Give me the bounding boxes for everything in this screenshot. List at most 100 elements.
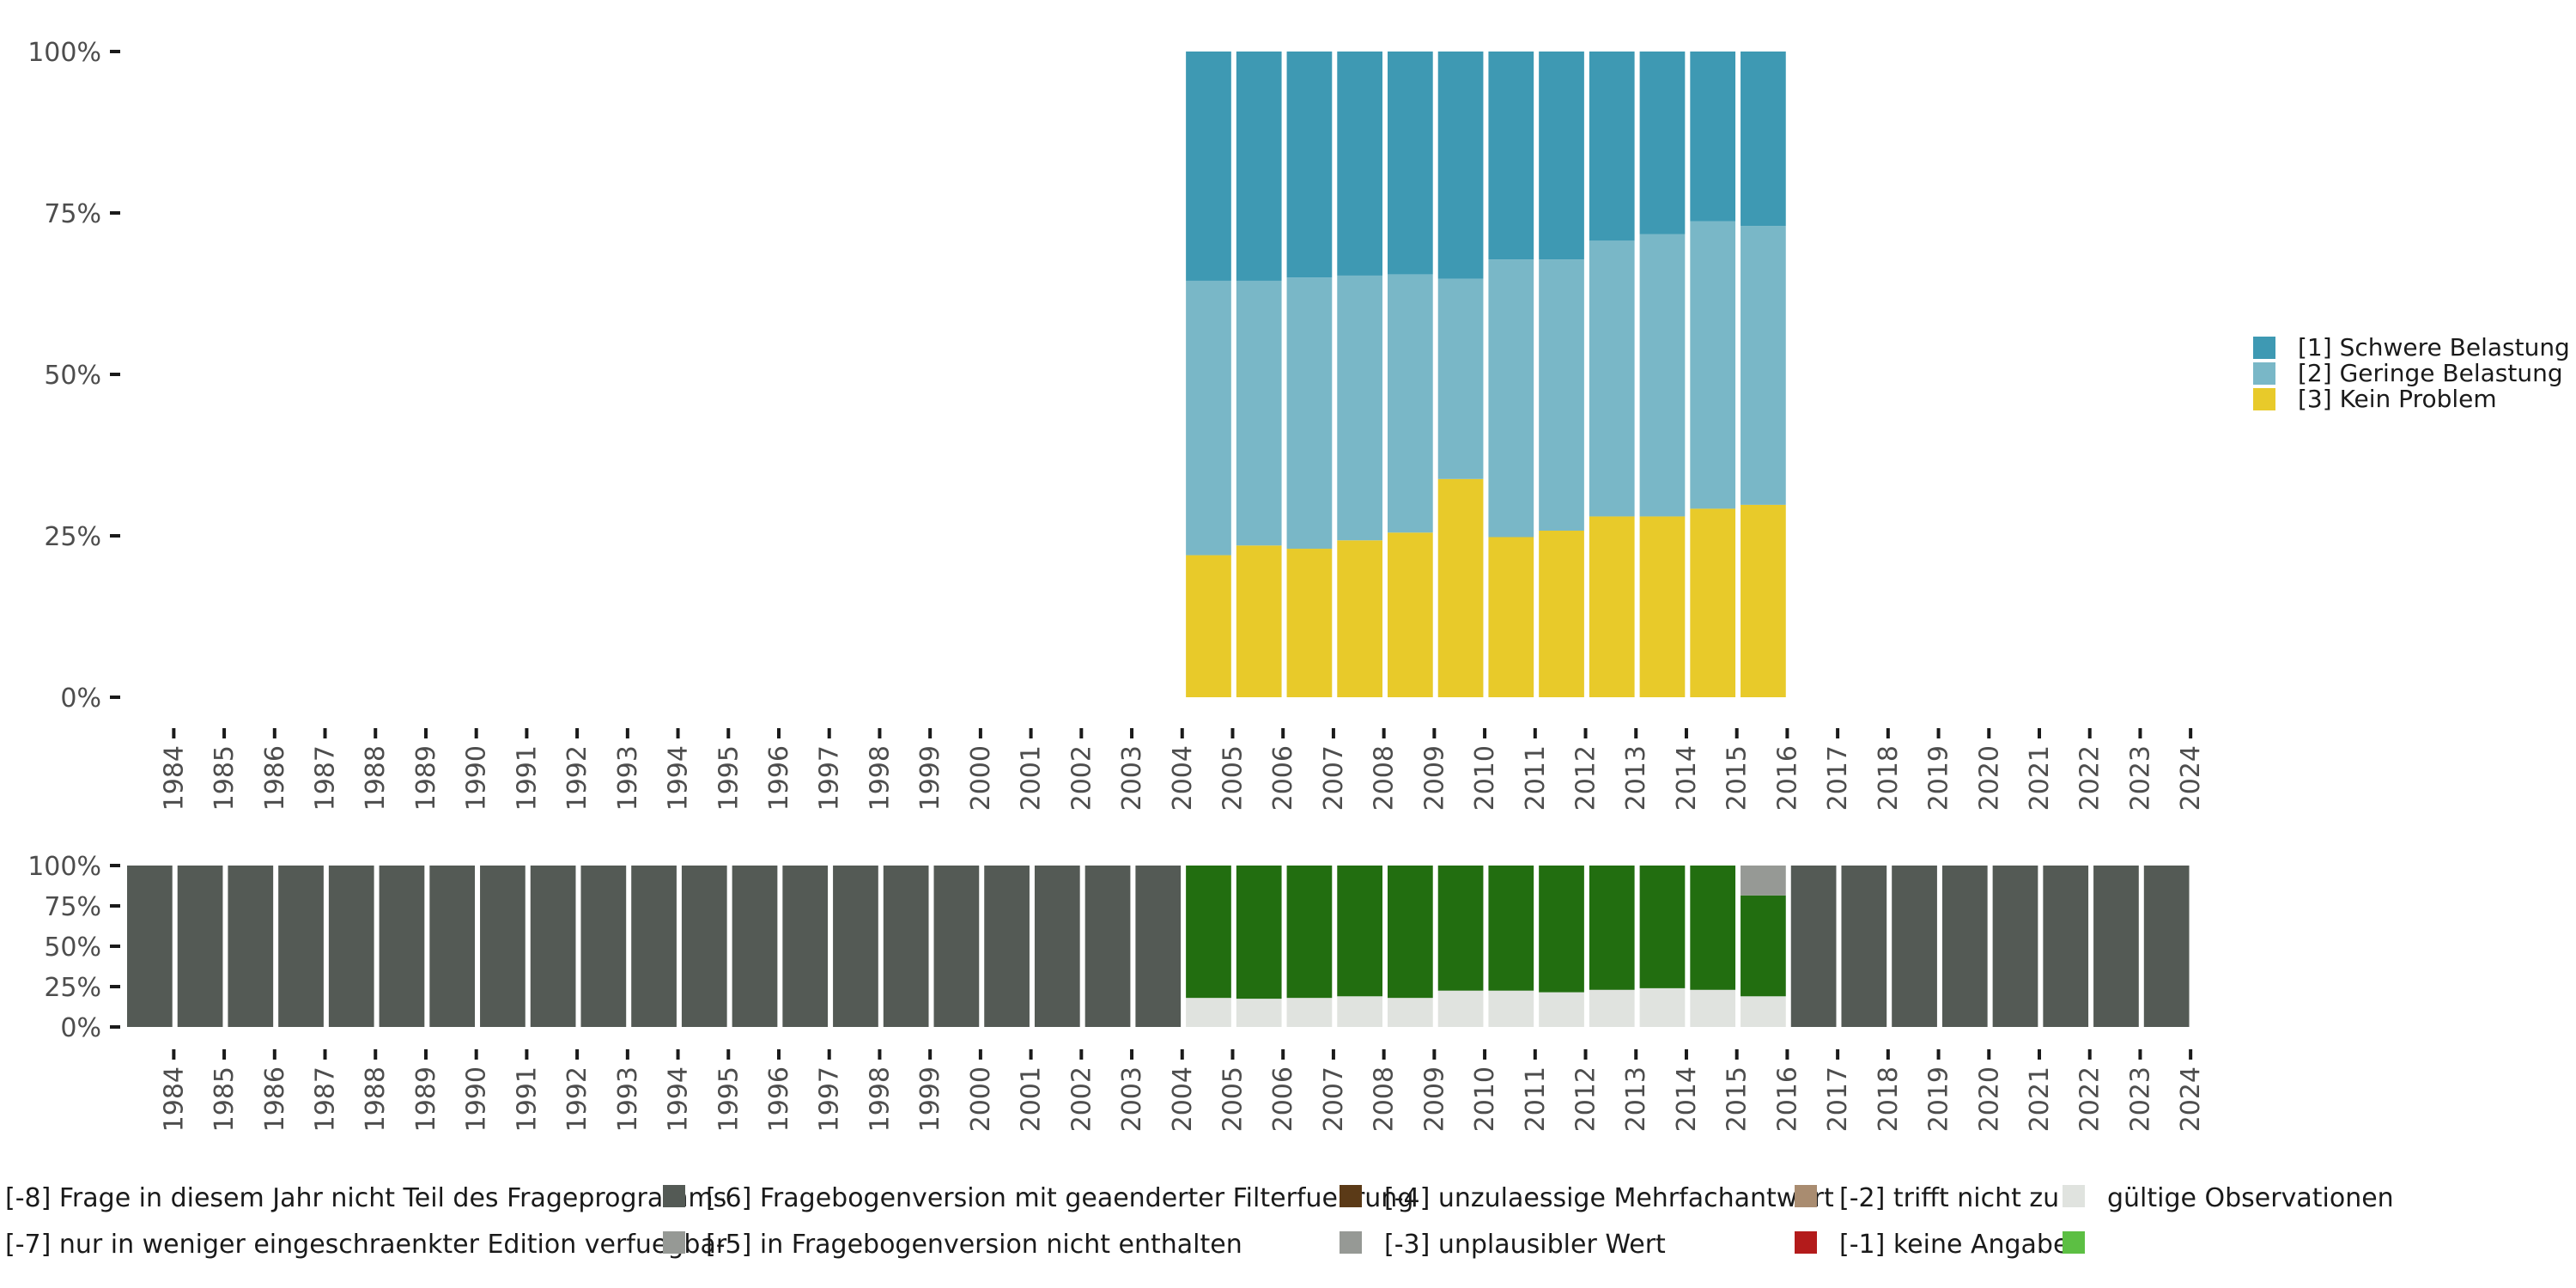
x-tick-label: 2023: [2125, 1066, 2155, 1132]
x-tick-label: 1987: [311, 745, 341, 811]
bar-segment: [1437, 278, 1484, 479]
bar-segment: [1337, 275, 1382, 541]
x-tick-label: 1996: [764, 745, 794, 811]
x-tick-label: 2017: [1823, 745, 1853, 811]
x-tick-label: 1990: [462, 745, 492, 811]
x-tick-label: 1994: [664, 1066, 694, 1132]
bar-segment: [1388, 866, 1433, 999]
legend-swatch: [663, 1185, 685, 1207]
bar-segment: [429, 866, 476, 1027]
x-tick-label: 1991: [512, 745, 542, 811]
bar-segment: [1639, 987, 1686, 1027]
bar-segment: [1992, 866, 2038, 1027]
bar-segment: [984, 866, 1030, 1027]
x-tick-label: 2012: [1571, 745, 1601, 811]
x-tick-label: 1994: [664, 745, 694, 811]
x-tick-label: 1992: [562, 1066, 592, 1132]
bar-segment: [1690, 221, 1736, 509]
bar-segment: [1388, 532, 1433, 697]
x-tick-label: 2005: [1218, 745, 1248, 811]
bar-segment: [530, 866, 576, 1027]
x-tick-label: 2015: [1722, 1066, 1753, 1132]
x-tick-label: 2003: [1117, 745, 1147, 811]
bar-segment: [1741, 504, 1786, 697]
y-tick-label: 0%: [60, 683, 101, 714]
bar-segment: [1941, 866, 1988, 1027]
legend-label: [1] Schwere Belastung: [2298, 333, 2570, 361]
bar-segment: [1337, 866, 1382, 997]
x-tick-label: 1988: [361, 1066, 391, 1132]
x-tick-label: 2019: [1924, 745, 1954, 811]
bar-segment: [1236, 999, 1282, 1027]
bar-segment: [1084, 866, 1131, 1027]
legend-label: [-8] Frage in diesem Jahr nicht Teil des…: [5, 1183, 726, 1213]
bar-segment: [1589, 989, 1635, 1027]
bar-segment: [328, 866, 374, 1027]
bar-segment: [1186, 555, 1231, 697]
x-tick-label: 2008: [1370, 745, 1400, 811]
bar-segment: [1437, 478, 1484, 697]
x-tick-label: 2005: [1218, 1066, 1248, 1132]
bar-segment: [1488, 990, 1534, 1027]
x-tick-label: 2011: [1521, 745, 1551, 811]
bar-segment: [1539, 52, 1584, 260]
bar-segment: [127, 866, 173, 1027]
y-tick-label: 0%: [60, 1013, 101, 1043]
x-tick-label: 2017: [1823, 1066, 1853, 1132]
bar-segment: [1741, 866, 1786, 896]
legend-swatch: [1795, 1231, 1817, 1254]
x-tick-label: 1986: [260, 1066, 290, 1132]
bar-segment: [833, 866, 878, 1027]
x-tick-label: 1987: [311, 1066, 341, 1132]
x-tick-label: 1990: [462, 1066, 492, 1132]
bar-segment: [1186, 280, 1231, 556]
legend-swatch: [663, 1231, 685, 1254]
y-tick-label: 25%: [44, 522, 101, 552]
x-tick-label: 2007: [1319, 745, 1349, 811]
bar-segment: [379, 866, 425, 1027]
x-tick-label: 2006: [1268, 745, 1298, 811]
x-tick-label: 1985: [210, 1066, 240, 1132]
bar-segment: [1286, 277, 1333, 550]
x-tick-label: 2014: [1672, 745, 1702, 811]
bar-segment: [278, 866, 324, 1027]
legend-swatch: [1795, 1185, 1817, 1207]
x-tick-label: 1997: [815, 1066, 845, 1132]
legend-swatch: [1340, 1231, 1362, 1254]
bar-segment: [1741, 52, 1786, 227]
bar-segment: [1639, 516, 1686, 697]
bar-segment: [1539, 866, 1584, 993]
bar-segment: [631, 866, 677, 1027]
bar-segment: [1639, 234, 1686, 517]
bar-segment: [1539, 259, 1584, 531]
top-panel: 0% 25% 50% 75% 100% 1984 1985 1986 1987 1988 1989 1…: [27, 38, 2206, 811]
bar-segment: [1286, 998, 1333, 1027]
bar-segment: [1539, 992, 1584, 1027]
x-tick-label: 1989: [411, 745, 441, 811]
x-tick-label: 2000: [966, 745, 996, 811]
x-tick-label: 2020: [1974, 745, 2004, 811]
x-tick-label: 2009: [1419, 1066, 1449, 1132]
legend-label: [-4] unzulaessige Mehrfachantwort: [1384, 1183, 1834, 1213]
x-tick-label: 2018: [1874, 1066, 1904, 1132]
bar-segment: [1790, 866, 1837, 1027]
x-tick-label: 2024: [2176, 1066, 2206, 1132]
bar-segment: [1488, 866, 1534, 991]
legend-label: [-7] nur in weniger eingeschraenkter Edi…: [5, 1230, 727, 1260]
y-tick-label: 50%: [44, 933, 101, 963]
legend-label: [-5] in Fragebogenversion nicht enthalte…: [706, 1230, 1242, 1260]
bar-segment: [1690, 866, 1736, 990]
bar-segment: [1892, 866, 1937, 1027]
x-tick-label: 1995: [714, 745, 744, 811]
x-tick-label: 2010: [1470, 1066, 1500, 1132]
bar-segment: [1236, 866, 1282, 999]
bar-segment: [580, 866, 627, 1027]
y-tick-label: 100%: [27, 852, 101, 882]
x-tick-label: 1998: [865, 1066, 895, 1132]
x-tick-label: 1988: [361, 745, 391, 811]
legend-swatch: [1340, 1185, 1362, 1207]
bar-segment: [1639, 52, 1686, 234]
bar-segment: [177, 866, 223, 1027]
x-tick-label: 2020: [1974, 1066, 2004, 1132]
bar-segment: [1236, 545, 1282, 697]
